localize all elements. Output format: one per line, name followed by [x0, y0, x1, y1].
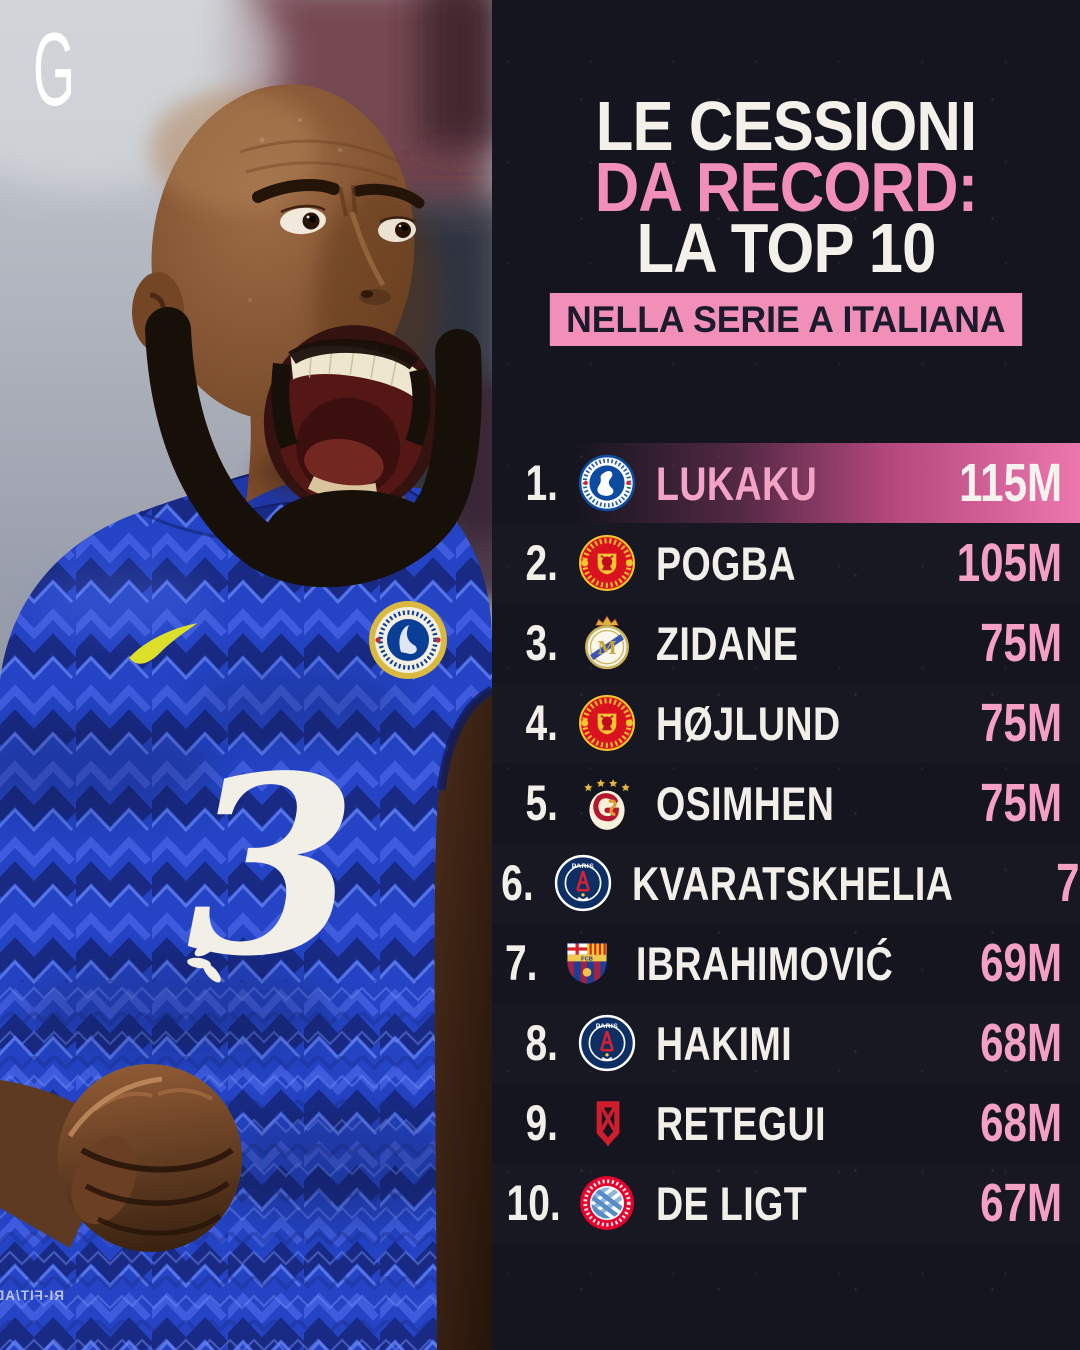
- transfer-fee: 70M: [1056, 853, 1080, 913]
- psg-crest-icon: [578, 1014, 636, 1072]
- player-name: RETEGUI: [656, 1096, 826, 1150]
- transfer-fee: 75M: [980, 613, 1062, 673]
- player-name: KVARATSKHELIA: [631, 856, 954, 910]
- list-item: 10. DE LIGT 67M: [492, 1163, 1080, 1243]
- transfer-fee: 69M: [980, 933, 1062, 993]
- transfer-fee: 75M: [980, 693, 1062, 753]
- player-name: HAKIMI: [656, 1016, 793, 1070]
- rank-number: 2.: [525, 535, 558, 591]
- shirt-print-watermark: RI-FIT/ADV: [0, 1288, 64, 1303]
- transfer-fee: 75M: [980, 773, 1062, 833]
- transfer-fee: 67M: [980, 1173, 1062, 1233]
- rank-number: 7.: [504, 935, 538, 991]
- psg-crest-icon: [554, 854, 612, 912]
- ranking-panel: LE CESSIONI DA RECORD: LA TOP 10 NELLA S…: [492, 0, 1080, 1350]
- transfer-fee: 115M: [958, 453, 1062, 513]
- lukaku-photo: 3: [0, 0, 492, 1350]
- nike-swoosh-icon: [129, 623, 198, 664]
- manchester-united-crest-icon: [578, 534, 636, 592]
- three-sponsor-logo: 3: [187, 722, 357, 1010]
- rank-number: 3.: [525, 615, 558, 671]
- galatasaray-crest-icon: [578, 774, 636, 832]
- list-item: 8. HAKIMI 68M: [492, 1003, 1080, 1083]
- header: LE CESSIONI DA RECORD: LA TOP 10 NELLA S…: [492, 87, 1080, 346]
- rank-number: 6.: [501, 855, 534, 911]
- top10-list: 1. LUKAKU 115M 2. POGBA 105M 3. ZIDANE 7…: [492, 443, 1080, 1243]
- rank-number: 9.: [525, 1095, 558, 1151]
- list-item: 9. RETEGUI 68M: [492, 1083, 1080, 1163]
- rank-number: 5.: [525, 775, 558, 831]
- barcelona-crest-icon: [558, 934, 616, 992]
- goal-logo: G: [33, 11, 75, 128]
- rank-number: 1.: [525, 455, 558, 511]
- svg-text:RI-FIT/ADV: RI-FIT/ADV: [0, 1288, 64, 1303]
- chelsea-jersey-badge-icon: [369, 601, 447, 679]
- player-name: POGBA: [656, 536, 796, 590]
- clenched-fist: [57, 1064, 243, 1252]
- title-line-3: LA TOP 10: [636, 209, 936, 287]
- player-head: [132, 84, 482, 588]
- list-item: 4. HØJLUND 75M: [492, 683, 1080, 763]
- player-arm: [434, 688, 492, 1350]
- player-name: HØJLUND: [656, 696, 841, 750]
- transfer-fee: 68M: [980, 1093, 1062, 1153]
- rank-number: 4.: [525, 695, 558, 751]
- manchester-united-crest-icon: [578, 694, 636, 752]
- rank-number: 8.: [525, 1015, 558, 1071]
- list-item: 7. IBRAHIMOVIĆ 69M: [492, 923, 1080, 1003]
- player-name: OSIMHEN: [656, 776, 835, 830]
- rank-number: 10.: [506, 1175, 561, 1231]
- subtitle-banner: NELLA SERIE A ITALIANA: [549, 293, 1023, 346]
- title-line-2: DA RECORD:: [594, 148, 978, 226]
- bayern-munich-crest-icon: [578, 1174, 636, 1232]
- player-name: DE LIGT: [656, 1176, 808, 1230]
- list-item: 3. ZIDANE 75M: [492, 603, 1080, 683]
- title-line-1: LE CESSIONI: [595, 87, 977, 165]
- player-photo-panel: 3: [0, 0, 492, 1350]
- transfer-fee: 68M: [980, 1013, 1062, 1073]
- goal-logo-letter: G: [33, 11, 75, 128]
- real-madrid-crest-icon: [578, 614, 636, 672]
- transfer-fee: 105M: [956, 533, 1062, 593]
- list-item: 5. OSIMHEN 75M: [492, 763, 1080, 843]
- player-name: IBRAHIMOVIĆ: [635, 936, 893, 990]
- al-qadsiah-crest-icon: [578, 1094, 636, 1152]
- list-item: 1. LUKAKU 115M: [492, 443, 1080, 523]
- player-name: ZIDANE: [656, 616, 799, 670]
- list-item: 6. KVARATSKHELIA 70M: [492, 843, 1080, 923]
- list-item: 2. POGBA 105M: [492, 523, 1080, 603]
- chelsea-crest-icon: [578, 454, 636, 512]
- player-name: LUKAKU: [656, 456, 818, 510]
- sponsor-three-text: 3: [187, 722, 357, 1010]
